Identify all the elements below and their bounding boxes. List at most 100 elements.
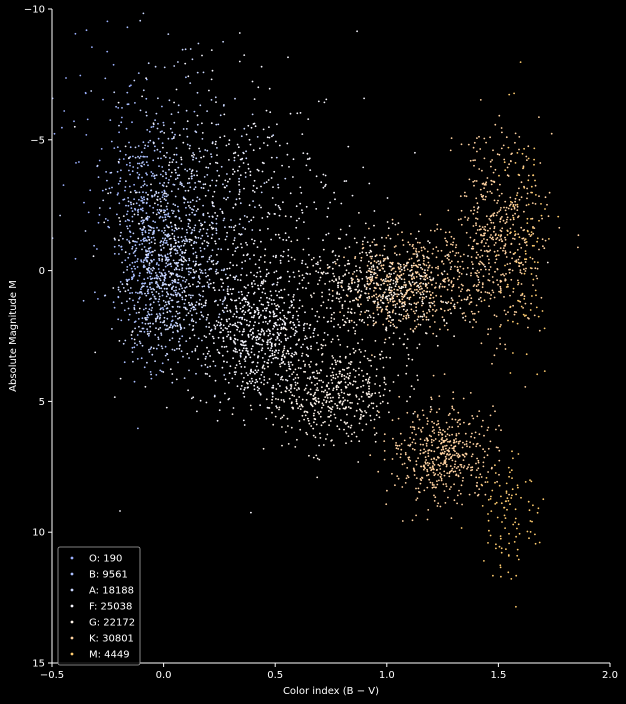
- data-point: [189, 285, 192, 288]
- data-point: [419, 323, 422, 326]
- data-point: [437, 267, 439, 270]
- data-point: [412, 294, 415, 297]
- data-point: [165, 213, 168, 216]
- data-point: [469, 392, 472, 394]
- data-point: [108, 187, 111, 190]
- data-point: [158, 298, 161, 301]
- data-point: [339, 381, 341, 384]
- data-point: [271, 283, 274, 286]
- data-point: [114, 238, 116, 241]
- data-point: [306, 433, 309, 436]
- data-point: [122, 287, 125, 289]
- data-point: [367, 260, 370, 263]
- data-point: [223, 197, 225, 200]
- data-point: [382, 394, 385, 397]
- data-point: [396, 444, 399, 447]
- data-point: [327, 416, 330, 418]
- data-point: [490, 179, 493, 182]
- data-point: [148, 270, 151, 273]
- data-point: [173, 280, 175, 282]
- data-point: [340, 202, 343, 205]
- data-point: [491, 289, 494, 292]
- data-point: [227, 180, 229, 183]
- data-point: [98, 207, 101, 209]
- data-point: [482, 275, 485, 278]
- data-point: [174, 291, 177, 294]
- data-point: [162, 241, 165, 243]
- data-point: [517, 283, 519, 286]
- data-point: [416, 416, 419, 418]
- data-point: [490, 165, 492, 168]
- data-point: [177, 166, 180, 169]
- data-point: [428, 276, 431, 278]
- data-point: [298, 307, 301, 309]
- data-point: [172, 212, 174, 215]
- data-point: [200, 256, 203, 258]
- data-point: [453, 449, 455, 452]
- data-point: [310, 347, 312, 350]
- data-point: [134, 254, 137, 257]
- data-point: [211, 142, 214, 145]
- data-point: [167, 215, 170, 218]
- data-point: [413, 302, 416, 305]
- data-point: [150, 272, 153, 275]
- data-point: [195, 157, 198, 160]
- data-point: [295, 353, 298, 355]
- data-point: [412, 247, 415, 250]
- data-point: [328, 409, 330, 412]
- data-point: [244, 171, 247, 174]
- data-point: [243, 358, 246, 360]
- data-point: [315, 370, 318, 372]
- data-point: [186, 135, 189, 138]
- data-point: [373, 224, 375, 227]
- data-point: [500, 274, 502, 276]
- data-point: [456, 266, 459, 269]
- data-point: [351, 383, 354, 386]
- data-point: [312, 257, 315, 259]
- data-point: [155, 192, 158, 195]
- data-point: [397, 233, 399, 236]
- data-point: [476, 211, 479, 214]
- data-point: [456, 301, 459, 304]
- data-point: [349, 363, 352, 366]
- data-point: [380, 310, 383, 313]
- data-point: [358, 398, 361, 401]
- data-point: [500, 234, 502, 236]
- data-point: [475, 217, 477, 220]
- data-point: [332, 444, 335, 447]
- data-point: [433, 432, 436, 434]
- data-point: [174, 195, 177, 198]
- data-point: [145, 304, 147, 306]
- data-point: [419, 213, 422, 216]
- data-point: [302, 248, 305, 251]
- data-point: [282, 349, 285, 352]
- data-point: [253, 98, 256, 100]
- data-point: [192, 252, 195, 255]
- data-point: [326, 433, 329, 436]
- data-point: [196, 196, 199, 199]
- data-point: [448, 434, 451, 437]
- data-point: [217, 351, 220, 354]
- data-point: [227, 381, 230, 384]
- data-point: [180, 156, 183, 159]
- data-point: [340, 391, 343, 394]
- data-point: [120, 302, 123, 304]
- data-point: [488, 292, 491, 295]
- data-point: [260, 381, 263, 384]
- data-point: [426, 312, 428, 314]
- data-point: [330, 317, 333, 319]
- data-point: [181, 298, 184, 301]
- data-point: [345, 376, 348, 378]
- data-point: [484, 291, 487, 293]
- data-point: [526, 192, 529, 195]
- data-point: [348, 246, 351, 248]
- data-point: [430, 441, 433, 444]
- data-point: [212, 195, 214, 198]
- data-point: [271, 354, 274, 357]
- data-point: [343, 378, 346, 380]
- data-point: [447, 449, 450, 451]
- data-point: [447, 301, 450, 303]
- data-point: [163, 274, 166, 277]
- data-point: [315, 270, 317, 273]
- data-point: [346, 295, 349, 297]
